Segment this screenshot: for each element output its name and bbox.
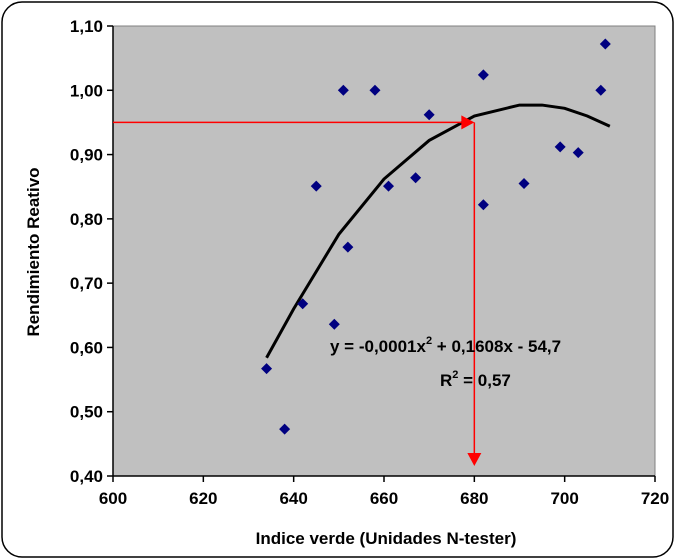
x-tick-label: 620 <box>189 489 217 508</box>
x-tick-label: 660 <box>370 489 398 508</box>
y-axis-title: Rendimiento Reativo <box>24 167 43 336</box>
y-tick-label: 0,80 <box>70 210 103 229</box>
equation-label: y = -0,0001x2 + 0,1608x - 54,7 <box>330 335 561 356</box>
y-tick-label: 0,40 <box>70 467 103 486</box>
y-tick-label: 1,10 <box>70 17 103 36</box>
x-tick-label: 720 <box>641 489 669 508</box>
x-tick-label: 640 <box>279 489 307 508</box>
r-squared-label: R2 = 0,57 <box>440 369 511 390</box>
y-tick-label: 0,50 <box>70 403 103 422</box>
y-tick-label: 0,90 <box>70 146 103 165</box>
y-tick-label: 0,70 <box>70 274 103 293</box>
x-tick-label: 700 <box>550 489 578 508</box>
x-axis-title: Indice verde (Unidades N-tester) <box>256 529 517 548</box>
y-tick-label: 0,60 <box>70 338 103 357</box>
y-tick-label: 1,00 <box>70 81 103 100</box>
plot-area <box>113 26 655 476</box>
x-tick-label: 680 <box>460 489 488 508</box>
x-tick-label: 600 <box>99 489 127 508</box>
